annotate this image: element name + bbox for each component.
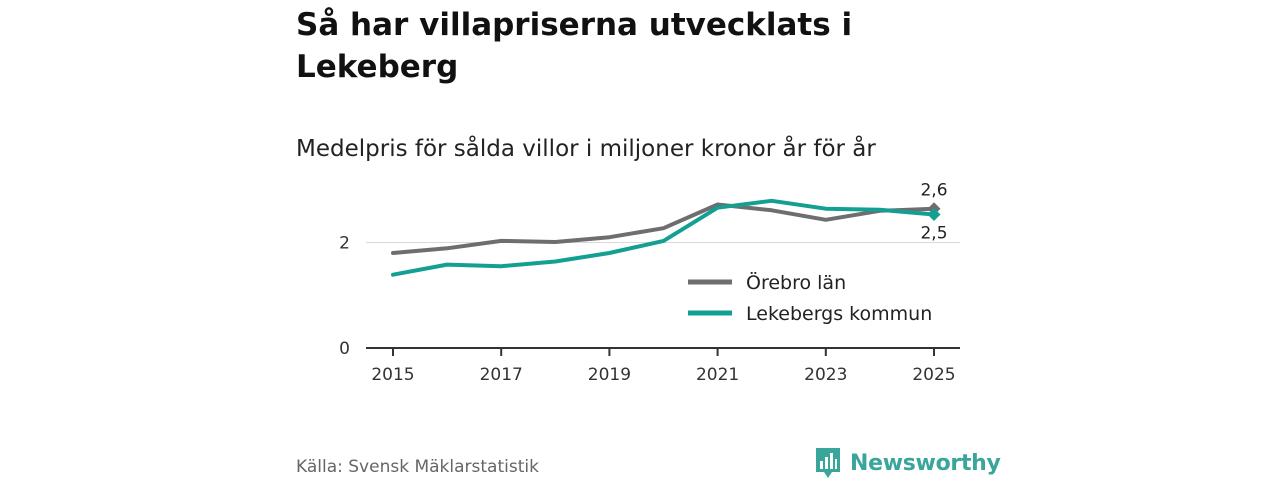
x-tick-label: 2025	[912, 365, 955, 385]
series-line-1	[391, 198, 936, 277]
chart-subtitle: Medelpris för sålda villor i miljoner kr…	[296, 136, 876, 162]
x-tick-label: 2015	[371, 365, 414, 385]
x-tick-label: 2019	[588, 365, 631, 385]
y-tick-label: 0	[339, 339, 350, 359]
chart-title: Så har villapriserna utvecklats i Lekebe…	[296, 7, 853, 85]
legend-label-0: Örebro län	[746, 271, 846, 294]
x-tick-label: 2021	[696, 365, 739, 385]
y-tick-label: 2	[339, 233, 350, 253]
series-end-marker-1	[927, 208, 941, 222]
series-line-0	[391, 202, 936, 255]
brand-name: Newsworthy	[850, 450, 1001, 476]
source-note: Källa: Svensk Mäklarstatistik	[296, 457, 539, 477]
x-tick-label: 2023	[804, 365, 847, 385]
series-end-label-1: 2,5	[920, 224, 947, 244]
legend-label-1: Lekebergs kommun	[746, 303, 932, 325]
x-tick-label: 2017	[480, 365, 523, 385]
newsworthy-logo-icon	[816, 448, 840, 478]
brand-logo: Newsworthy	[814, 446, 1001, 480]
series-end-label-0: 2,6	[920, 181, 947, 201]
